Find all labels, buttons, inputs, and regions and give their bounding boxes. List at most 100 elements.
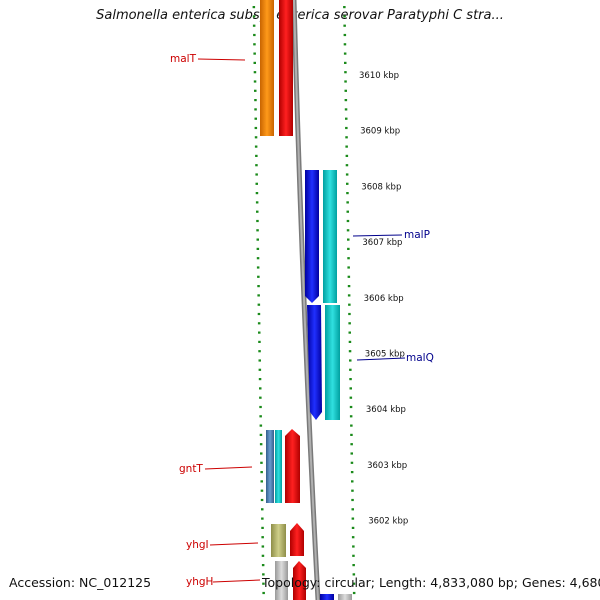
gene-bottom-grey-cds[interactable] bbox=[338, 594, 352, 600]
gene-label-malP-text: malP bbox=[404, 229, 430, 241]
rail-tick bbox=[254, 117, 257, 120]
scale-label-3606: 3606 kbp bbox=[364, 294, 404, 304]
rail-tick bbox=[346, 192, 349, 195]
rail-tick bbox=[255, 164, 258, 167]
rail-tick bbox=[254, 99, 257, 102]
gene-gntT-red-cds[interactable] bbox=[285, 429, 300, 503]
gene-label-yhgH[interactable]: yhgH bbox=[186, 576, 261, 588]
rail-tick bbox=[347, 285, 351, 288]
rail-tick bbox=[257, 285, 260, 288]
rail-tick bbox=[260, 480, 263, 483]
rail-tick bbox=[351, 480, 354, 483]
gene-malP-cyan-cds[interactable] bbox=[323, 170, 337, 303]
rail-tick bbox=[262, 582, 265, 585]
rail-tick bbox=[258, 350, 261, 353]
gene-yhgH-red-cds[interactable] bbox=[293, 561, 306, 600]
rail-tick bbox=[351, 508, 354, 511]
gene-malT-cds[interactable] bbox=[260, 0, 274, 136]
gene-label-malQ[interactable]: malQ bbox=[356, 352, 434, 364]
accession-value: NC_012125 bbox=[79, 575, 152, 590]
rail-tick bbox=[259, 443, 263, 446]
rail-tick bbox=[351, 517, 355, 520]
rail-tick bbox=[261, 517, 264, 520]
rail-tick bbox=[255, 192, 259, 195]
rail-tick bbox=[349, 387, 352, 390]
rail-tick bbox=[261, 554, 265, 557]
scale-label-3602: 3602 kbp bbox=[368, 517, 408, 527]
gene-gntT-cyan-cds[interactable] bbox=[275, 430, 282, 503]
gene-yhgI-red-cds[interactable] bbox=[290, 523, 304, 556]
rail-tick bbox=[344, 108, 348, 111]
rail-tick bbox=[258, 331, 261, 334]
rail-tick bbox=[346, 210, 349, 213]
rail-tick bbox=[346, 182, 349, 185]
gene-malT-adjacent-cds[interactable] bbox=[279, 0, 293, 136]
length-label: Length: bbox=[378, 575, 427, 590]
rail-tick bbox=[346, 219, 350, 223]
rail-tick bbox=[259, 415, 262, 418]
gene-malQ-cyan-cds[interactable] bbox=[325, 305, 340, 420]
gene-label-yhgI[interactable]: yhgI bbox=[186, 539, 259, 551]
gene-label-malT[interactable]: malT bbox=[170, 53, 246, 65]
rail-tick bbox=[344, 71, 347, 74]
rail-tick bbox=[347, 275, 351, 278]
rail-tick bbox=[261, 508, 264, 511]
rail-tick bbox=[259, 405, 262, 409]
rail-tick bbox=[260, 489, 264, 492]
rail-tick bbox=[255, 154, 258, 157]
scale-label-3607: 3607 kbp bbox=[362, 238, 402, 248]
rail-tick bbox=[343, 33, 347, 37]
rail-tick bbox=[261, 545, 265, 548]
rail-tick bbox=[254, 136, 258, 139]
gene-yhgH-grey-cds[interactable] bbox=[275, 561, 288, 600]
rail-tick bbox=[350, 433, 353, 436]
rail-tick bbox=[255, 182, 258, 185]
rail-tick bbox=[259, 396, 262, 399]
rail-tick bbox=[259, 424, 263, 427]
rail-tick bbox=[256, 247, 260, 250]
rail-tick bbox=[256, 238, 259, 241]
rail-tick bbox=[257, 322, 261, 325]
rail-tick bbox=[347, 266, 350, 269]
rail-tick bbox=[343, 6, 346, 9]
rail-tick bbox=[257, 303, 261, 306]
gene-yhgI-olive-cds[interactable] bbox=[271, 524, 286, 557]
gene-gntT-steelblue-cds[interactable] bbox=[266, 430, 274, 503]
rail-tick bbox=[258, 340, 261, 343]
scale-labels: 3610 kbp 3609 kbp 3608 kbp 3607 kbp 3606 kbp… bbox=[359, 71, 408, 527]
length-value: 4,833,080 bp bbox=[430, 575, 514, 590]
rail-tick bbox=[343, 24, 346, 27]
left-tick-rail bbox=[252, 6, 265, 595]
scale-label-3610: 3610 kbp bbox=[359, 71, 399, 81]
rail-tick bbox=[348, 322, 351, 325]
rail-tick bbox=[254, 89, 257, 92]
rail-tick bbox=[256, 219, 259, 223]
rail-tick bbox=[350, 452, 353, 455]
rail-tick bbox=[256, 266, 260, 269]
rail-tick bbox=[352, 582, 356, 585]
rail-tick bbox=[351, 536, 355, 539]
scale-label-3608: 3608 kbp bbox=[361, 182, 401, 192]
gene-malQ-cds[interactable] bbox=[307, 305, 322, 420]
rail-tick bbox=[256, 257, 260, 260]
gene-label-malP[interactable]: malP bbox=[352, 229, 430, 241]
rail-tick bbox=[345, 145, 348, 148]
rail-tick bbox=[352, 564, 355, 567]
gene-label-gntT[interactable]: gntT bbox=[179, 463, 253, 475]
scale-label-3604: 3604 kbp bbox=[366, 405, 406, 415]
rail-tick bbox=[254, 108, 257, 111]
rail-tick bbox=[345, 164, 349, 167]
rail-tick bbox=[348, 350, 352, 353]
rail-tick bbox=[262, 573, 265, 576]
gene-bottom-blue-cds[interactable] bbox=[320, 594, 334, 600]
rail-tick bbox=[350, 443, 353, 446]
topology-value: circular bbox=[324, 575, 371, 590]
rail-tick bbox=[351, 498, 354, 502]
gene-label-gntT-text: gntT bbox=[179, 463, 203, 475]
rail-tick bbox=[346, 201, 349, 204]
rail-tick bbox=[351, 526, 355, 529]
topology-label: Topology: bbox=[262, 575, 321, 590]
accession-label: Accession: bbox=[9, 575, 76, 590]
gene-malP-cds[interactable] bbox=[305, 170, 319, 303]
